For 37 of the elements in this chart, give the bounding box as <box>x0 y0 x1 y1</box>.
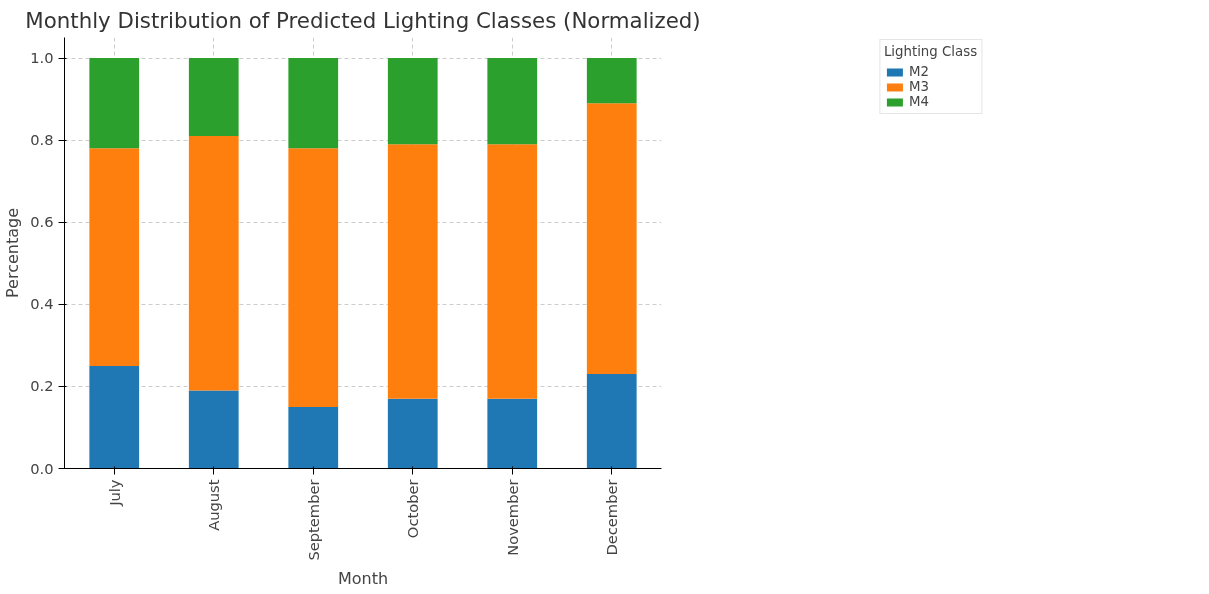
bar <box>487 144 538 399</box>
bar <box>387 58 438 145</box>
bar <box>89 365 140 469</box>
bar <box>586 103 637 375</box>
bar <box>586 58 637 104</box>
y-tick-label: 0.0 <box>30 459 54 477</box>
y-tick-label: 0.4 <box>30 295 54 313</box>
bar <box>387 398 438 469</box>
bar <box>487 398 538 469</box>
bar <box>487 58 538 145</box>
y-tick-label: 0.6 <box>30 213 54 231</box>
bar <box>89 148 140 366</box>
bar <box>288 58 339 149</box>
x-tick-label: September <box>304 478 322 561</box>
bar <box>387 144 438 399</box>
legend-label: M2 <box>908 64 929 79</box>
bar <box>288 406 339 469</box>
chart-title: Monthly Distribution of Predicted Lighting Classes (Normalized) <box>25 7 701 33</box>
x-tick-label: August <box>205 479 223 531</box>
legend-label: M4 <box>908 94 929 109</box>
x-tick-label: October <box>404 478 422 539</box>
bar <box>586 374 637 469</box>
legend-label: M3 <box>908 79 929 94</box>
x-axis-title: Month <box>337 568 389 588</box>
y-tick-label: 0.8 <box>30 131 54 149</box>
bar <box>188 390 239 469</box>
y-axis-title: Percentage <box>3 207 23 298</box>
bar <box>89 58 140 149</box>
y-tick-label: 1.0 <box>30 49 54 67</box>
x-tick-label: December <box>603 478 621 556</box>
legend-title: Lighting Class <box>883 44 978 59</box>
y-tick-label: 0.2 <box>30 377 54 395</box>
x-tick-label: July <box>105 479 123 507</box>
bar <box>288 148 339 407</box>
bar <box>188 58 239 137</box>
bar <box>188 136 239 391</box>
x-tick-label: November <box>503 478 521 556</box>
